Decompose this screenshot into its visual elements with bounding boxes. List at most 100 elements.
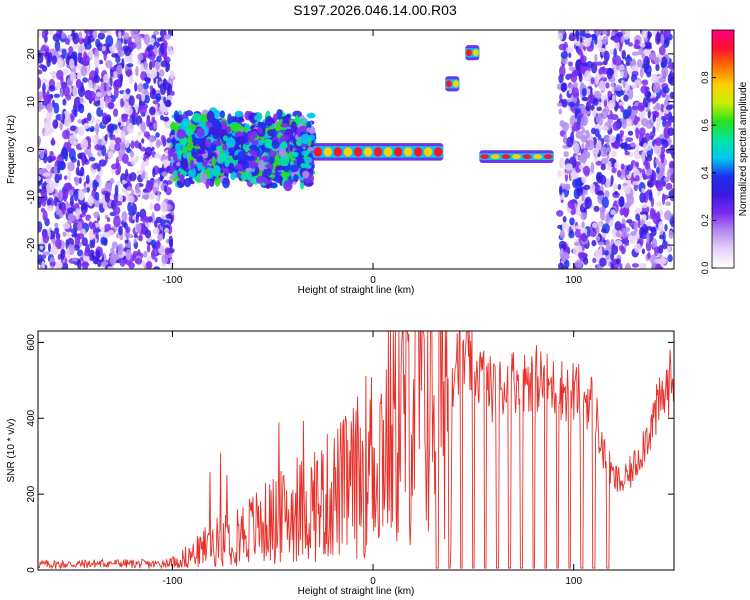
spectral-blob bbox=[246, 171, 252, 181]
noise-speckle bbox=[62, 98, 67, 106]
noise-speckle bbox=[162, 116, 170, 122]
noise-speckle bbox=[577, 245, 583, 253]
noise-speckle bbox=[88, 230, 95, 241]
noise-speckle bbox=[113, 206, 121, 215]
noise-speckle bbox=[145, 158, 150, 167]
noise-speckle bbox=[661, 66, 669, 78]
noise-speckle bbox=[640, 203, 649, 209]
spectral-blob bbox=[180, 157, 189, 170]
noise-speckle bbox=[163, 34, 172, 40]
noise-speckle bbox=[137, 248, 141, 257]
noise-speckle bbox=[575, 108, 581, 114]
noise-speckle bbox=[636, 59, 643, 68]
noise-speckle bbox=[87, 195, 94, 207]
noise-speckle bbox=[647, 252, 651, 259]
region-carrier-2 bbox=[479, 150, 554, 164]
noise-speckle bbox=[613, 72, 619, 78]
noise-speckle bbox=[605, 82, 610, 89]
noise-speckle bbox=[153, 203, 161, 212]
carrier-core bbox=[490, 154, 500, 160]
noise-speckle bbox=[580, 119, 584, 130]
noise-speckle bbox=[606, 160, 612, 171]
x-tick-label: -100 bbox=[162, 576, 182, 587]
noise-speckle bbox=[72, 257, 78, 262]
spectral-blob bbox=[306, 164, 312, 169]
noise-speckle bbox=[615, 133, 621, 143]
noise-speckle bbox=[64, 38, 70, 45]
noise-speckle bbox=[97, 32, 106, 40]
spectral-blob bbox=[219, 110, 226, 119]
noise-speckle bbox=[89, 238, 94, 249]
noise-speckle bbox=[126, 123, 135, 134]
noise-speckle bbox=[140, 62, 145, 74]
noise-speckle bbox=[64, 116, 72, 128]
noise-speckle bbox=[130, 140, 135, 149]
noise-speckle bbox=[556, 209, 564, 217]
noise-speckle bbox=[57, 160, 66, 171]
noise-speckle bbox=[600, 163, 606, 171]
noise-speckle bbox=[76, 73, 82, 79]
noise-speckle bbox=[94, 122, 100, 135]
noise-speckle bbox=[565, 46, 574, 53]
noise-speckle bbox=[134, 33, 142, 45]
noise-speckle bbox=[70, 156, 77, 163]
noise-speckle bbox=[117, 163, 121, 175]
noise-speckle bbox=[561, 121, 569, 132]
noise-speckle bbox=[562, 215, 567, 223]
spectral-blob bbox=[293, 174, 299, 183]
noise-speckle bbox=[573, 241, 581, 247]
noise-speckle bbox=[128, 75, 134, 85]
noise-speckle bbox=[63, 182, 72, 190]
noise-speckle bbox=[51, 55, 57, 65]
noise-speckle bbox=[146, 117, 151, 128]
noise-speckle bbox=[112, 108, 119, 117]
noise-speckle bbox=[123, 46, 132, 57]
noise-speckle bbox=[595, 160, 602, 166]
noise-speckle bbox=[611, 243, 619, 255]
noise-speckle bbox=[660, 60, 666, 69]
noise-speckle bbox=[127, 195, 135, 203]
noise-speckle bbox=[645, 120, 654, 129]
spectral-blob bbox=[244, 123, 250, 129]
noise-speckle bbox=[129, 150, 135, 158]
noise-speckle bbox=[46, 101, 53, 113]
noise-speckle bbox=[115, 79, 121, 87]
spectral-blob bbox=[169, 166, 176, 172]
noise-speckle bbox=[79, 257, 84, 262]
noise-speckle bbox=[574, 228, 582, 238]
noise-speckle bbox=[614, 239, 623, 247]
noise-speckle bbox=[116, 64, 123, 75]
x-axis-label: Height of straight line (km) bbox=[298, 586, 415, 597]
carrier-core bbox=[393, 147, 403, 157]
noise-speckle bbox=[149, 202, 154, 211]
spectral-blob bbox=[193, 138, 199, 145]
noise-speckle bbox=[80, 204, 88, 211]
noise-speckle bbox=[558, 185, 563, 196]
noise-speckle bbox=[81, 155, 85, 167]
noise-speckle bbox=[577, 48, 583, 56]
noise-speckle bbox=[631, 105, 639, 111]
noise-speckle bbox=[149, 106, 156, 116]
noise-speckle bbox=[569, 32, 576, 39]
noise-speckle bbox=[72, 85, 78, 98]
spectral-blob bbox=[187, 169, 193, 177]
noise-speckle bbox=[596, 190, 604, 196]
x-axis-label: Height of straight line (km) bbox=[298, 285, 415, 296]
noise-speckle bbox=[656, 201, 663, 206]
noise-speckle bbox=[95, 232, 99, 240]
noise-speckle bbox=[153, 122, 158, 129]
noise-speckle bbox=[573, 121, 580, 132]
noise-speckle bbox=[91, 162, 99, 170]
noise-speckle bbox=[601, 196, 610, 209]
noise-speckle bbox=[41, 30, 46, 39]
spectral-blob bbox=[283, 180, 293, 192]
noise-speckle bbox=[623, 94, 629, 102]
noise-speckle bbox=[576, 187, 584, 196]
noise-speckle bbox=[60, 249, 65, 261]
noise-speckle bbox=[49, 261, 57, 267]
noise-speckle bbox=[77, 152, 83, 160]
noise-speckle bbox=[574, 39, 581, 47]
noise-speckle bbox=[72, 32, 80, 45]
noise-speckle bbox=[121, 211, 128, 223]
noise-speckle bbox=[619, 129, 625, 137]
